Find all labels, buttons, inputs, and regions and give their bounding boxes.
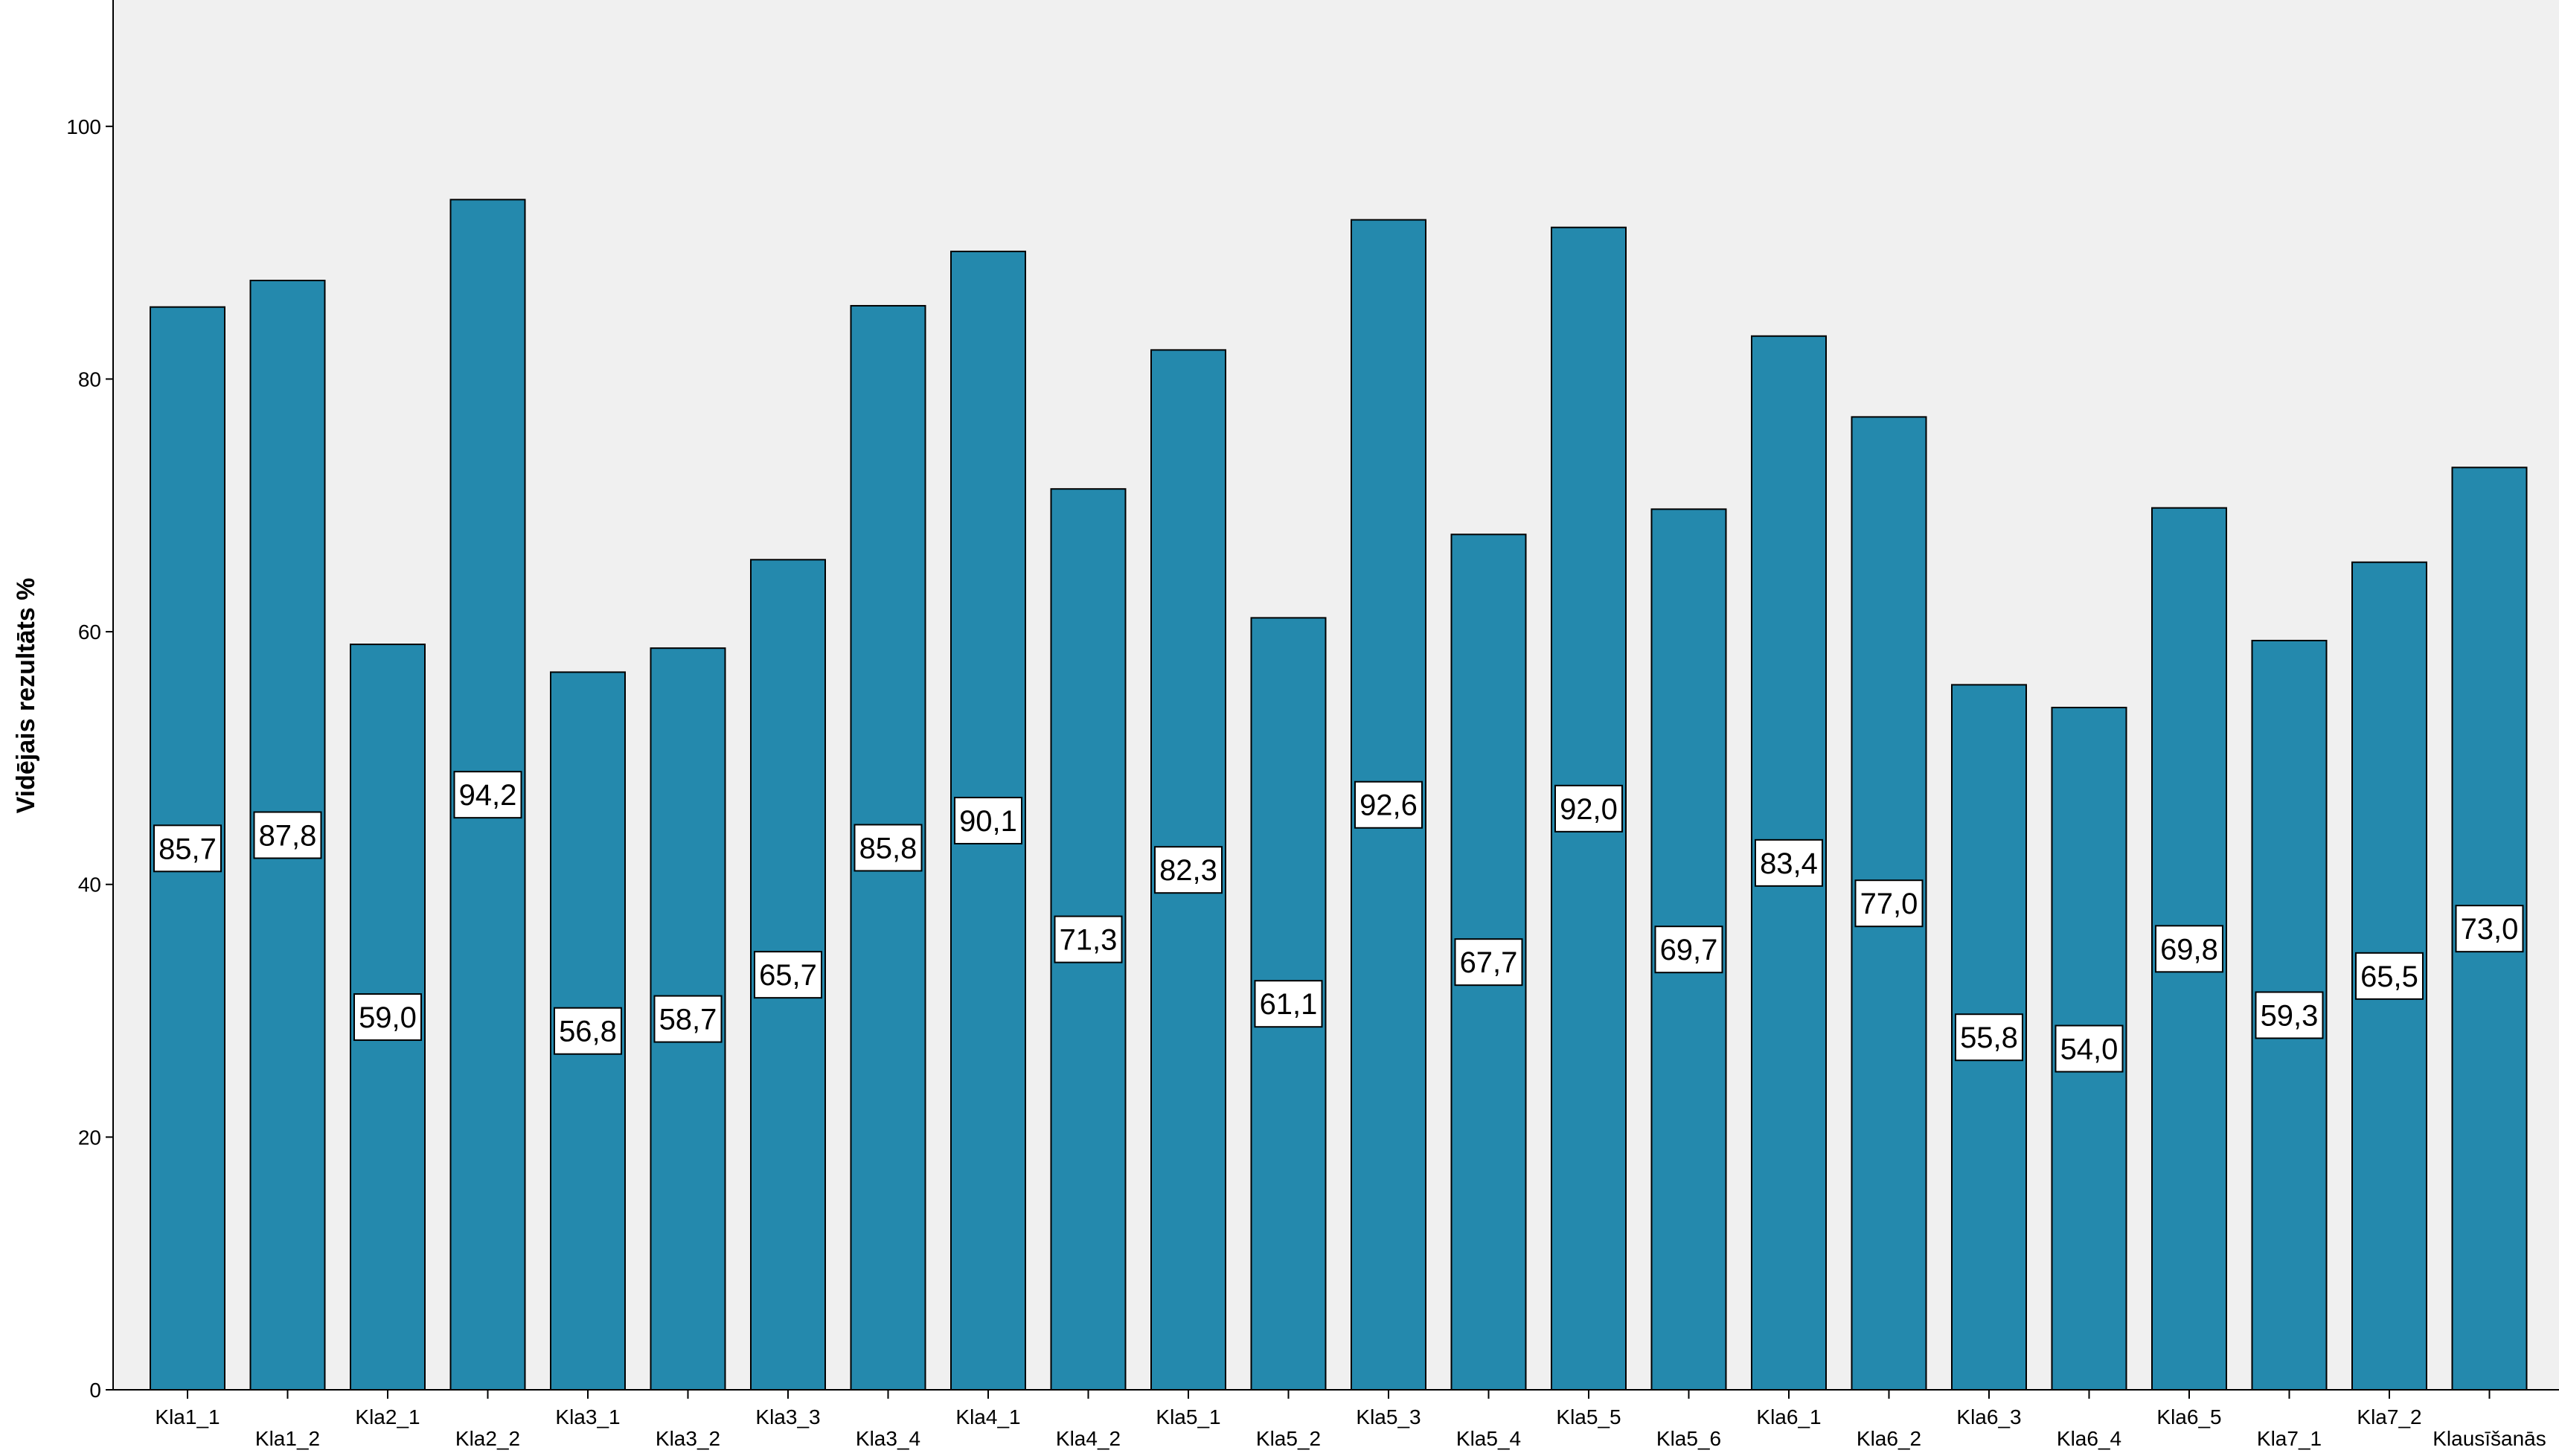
data-label: 92,6 [1359,789,1418,822]
data-label-box [1854,879,1924,928]
data-label: 65,5 [2360,960,2418,993]
data-label: 87,8 [259,819,317,852]
x-tick-label: Kla5_4 [1456,1427,1521,1450]
data-label-box [153,824,222,873]
data-label-box [1554,784,1623,833]
x-tick-label: Klausīšanās [2433,1427,2546,1450]
y-tick-label: 80 [78,368,101,391]
x-tick-label: Kla4_2 [1056,1427,1121,1450]
data-label: 55,8 [1960,1022,2018,1054]
data-label: 59,3 [2261,999,2319,1032]
data-label-box [754,951,822,999]
x-tick-label: Kla5_3 [1356,1405,1421,1428]
data-label-box [2255,991,2324,1039]
data-label: 92,0 [1560,793,1618,826]
data-label: 59,0 [359,1001,417,1034]
data-label-box [353,993,422,1042]
data-label-box [2455,905,2524,953]
axes-layer: 0 20 40 60 80 100 Kla1_1 Kla1_2 Kla2_1 Kla2_2 Kla3… [66,0,2559,1450]
data-label-box [1154,846,1223,894]
y-tick-label: 100 [66,115,101,138]
data-label-box [2155,925,2223,973]
data-label-box [2054,1024,2124,1073]
data-label-box [853,824,923,872]
data-label: 69,8 [2160,933,2218,966]
x-tick-label: Kla5_1 [1156,1405,1220,1428]
x-tick-label: Kla2_1 [355,1405,420,1428]
y-tick-label: 0 [89,1379,101,1402]
data-label-box [1955,1013,2023,1062]
data-label: 56,8 [559,1016,617,1048]
data-label-box [1354,780,1423,829]
data-label-box [253,811,322,859]
x-tick-label: Kla6_5 [2156,1405,2221,1428]
data-label: 83,4 [1760,847,1818,880]
y-axis-label: Vidējais rezultāts % [12,578,40,814]
data-label: 94,2 [459,779,517,812]
x-tick-label: Kla1_2 [255,1427,320,1450]
y-tick-label: 20 [78,1126,101,1149]
x-tick-label: Kla1_1 [155,1405,220,1428]
data-label-box [453,771,522,819]
x-tick-label: Kla5_6 [1656,1427,1721,1450]
data-label: 85,8 [859,832,917,865]
data-label-box [653,995,723,1043]
x-tick-label: Kla6_3 [1956,1405,2021,1428]
y-tick-label: 40 [78,873,101,897]
data-label-box [954,796,1022,844]
x-tick-label: Kla2_2 [455,1427,520,1450]
data-label-box [1254,980,1323,1028]
data-label-box [1654,926,1723,974]
data-label: 85,7 [158,833,217,865]
data-label: 82,3 [1159,854,1217,887]
x-tick-label: Kla7_2 [2357,1405,2421,1428]
x-tick-label: Kla5_5 [1556,1405,1621,1428]
x-tick-label: Kla7_1 [2257,1427,2322,1450]
x-tick-label: Kla3_2 [656,1427,720,1450]
x-tick-label: Kla4_1 [955,1405,1020,1428]
data-label: 58,7 [659,1004,717,1036]
data-label: 54,0 [2060,1033,2118,1065]
data-label: 65,7 [759,959,817,992]
x-tick-label: Kla6_4 [2057,1427,2121,1450]
data-label: 71,3 [1060,924,1118,957]
value-labels-layer: 85,7 87,8 59,0 94,2 56,8 58,7 65,7 85,8 90,1 71,3… [153,771,2524,1073]
data-label: 69,7 [1660,934,1718,966]
data-label: 90,1 [959,805,1017,838]
x-tick-label: Kla3_1 [555,1405,620,1428]
x-tick-label: Kla5_2 [1256,1427,1321,1450]
data-label-box [1755,838,1823,887]
x-tick-label: Kla3_3 [755,1405,820,1428]
data-label-box [1054,915,1123,963]
x-tick-label: Kla3_4 [856,1427,920,1450]
data-label-box [554,1007,622,1055]
x-tick-label: Kla6_2 [1857,1427,1921,1450]
data-label-box [1454,938,1523,987]
data-label: 73,0 [2461,913,2519,946]
data-label: 77,0 [1860,888,1918,920]
data-label: 67,7 [1460,946,1518,979]
y-tick-label: 60 [78,620,101,644]
x-tick-label: Kla6_1 [1756,1405,1821,1428]
data-label: 61,1 [1260,988,1318,1021]
data-label-box [2355,952,2424,1000]
